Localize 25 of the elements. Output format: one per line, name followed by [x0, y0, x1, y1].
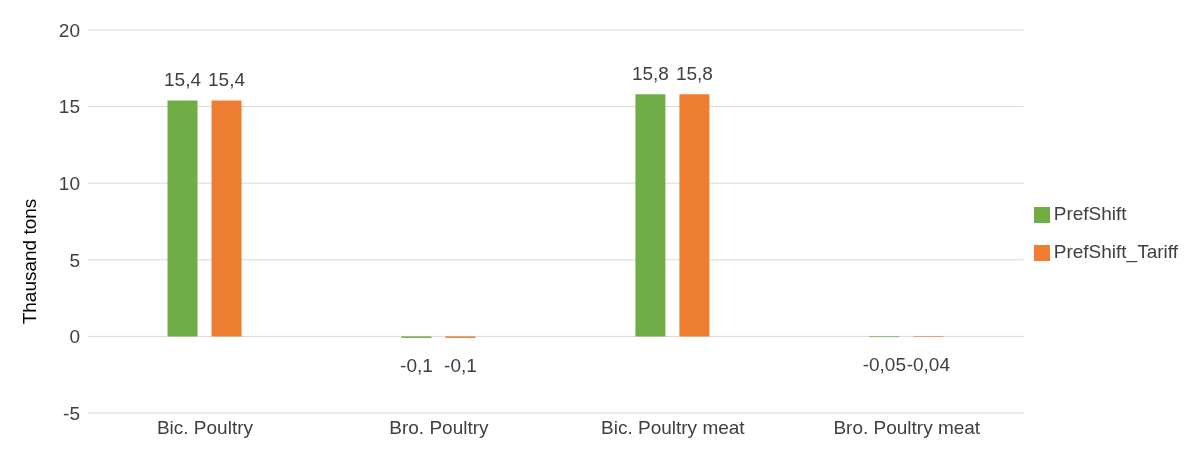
y-tick-label: 10: [58, 172, 80, 194]
x-tick-label: Bic. Poultry: [156, 417, 254, 439]
y-tick-label: 5: [69, 249, 80, 271]
data-label: 15,8: [631, 63, 669, 85]
data-label: 15,4: [164, 69, 202, 91]
data-label: -0,1: [400, 354, 433, 376]
x-tick-label: Bro. Poultry: [389, 417, 490, 439]
legend-label: PrefShift: [1053, 203, 1127, 224]
x-tick-label: Bro. Poultry meat: [833, 417, 981, 439]
bar: [679, 94, 710, 337]
bar: [635, 94, 666, 337]
data-label: -0,04: [906, 354, 951, 376]
y-tick-label: 20: [58, 19, 80, 41]
legend-label: PrefShift_Tariff: [1053, 241, 1178, 262]
bar: [167, 100, 198, 337]
data-label: -0,05: [862, 354, 906, 376]
data-label: -0,1: [444, 354, 477, 376]
y-tick-label: 15: [58, 96, 80, 118]
y-axis-title: Thausand tons: [18, 198, 40, 325]
data-label: 15,4: [208, 69, 246, 91]
y-tick-label: 0: [69, 326, 80, 348]
data-label: 15,8: [675, 63, 713, 85]
bar: [211, 100, 242, 337]
x-tick-label: Bic. Poultry meat: [601, 417, 746, 439]
y-tick-label: -5: [63, 402, 80, 424]
